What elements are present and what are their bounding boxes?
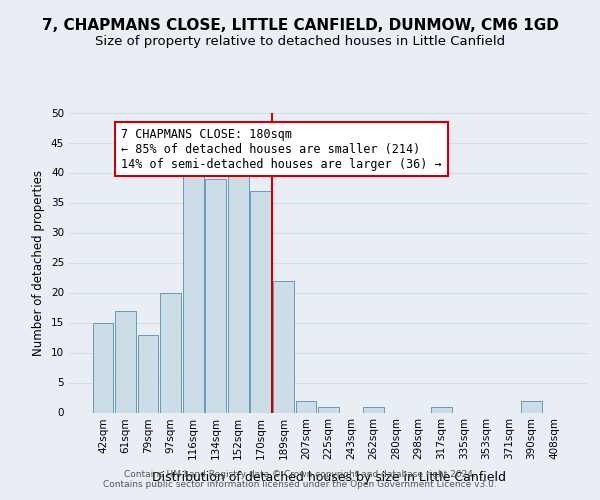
Bar [273, 280, 294, 412]
Bar [183, 166, 203, 412]
X-axis label: Distribution of detached houses by size in Little Canfield: Distribution of detached houses by size … [151, 470, 505, 484]
Bar [363, 406, 384, 412]
Bar [115, 310, 136, 412]
Text: 7, CHAPMANS CLOSE, LITTLE CANFIELD, DUNMOW, CM6 1GD: 7, CHAPMANS CLOSE, LITTLE CANFIELD, DUNM… [41, 18, 559, 32]
Bar [137, 334, 158, 412]
Bar [160, 292, 181, 412]
Text: 7 CHAPMANS CLOSE: 180sqm
← 85% of detached houses are smaller (214)
14% of semi-: 7 CHAPMANS CLOSE: 180sqm ← 85% of detach… [121, 128, 442, 170]
Bar [296, 400, 316, 412]
Bar [431, 406, 452, 412]
Bar [228, 160, 248, 412]
Bar [521, 400, 542, 412]
Bar [205, 178, 226, 412]
Y-axis label: Number of detached properties: Number of detached properties [32, 170, 46, 356]
Text: Contains HM Land Registry data © Crown copyright and database right 2024.
Contai: Contains HM Land Registry data © Crown c… [103, 470, 497, 489]
Bar [318, 406, 339, 412]
Text: Size of property relative to detached houses in Little Canfield: Size of property relative to detached ho… [95, 35, 505, 48]
Bar [250, 190, 271, 412]
Bar [92, 322, 113, 412]
